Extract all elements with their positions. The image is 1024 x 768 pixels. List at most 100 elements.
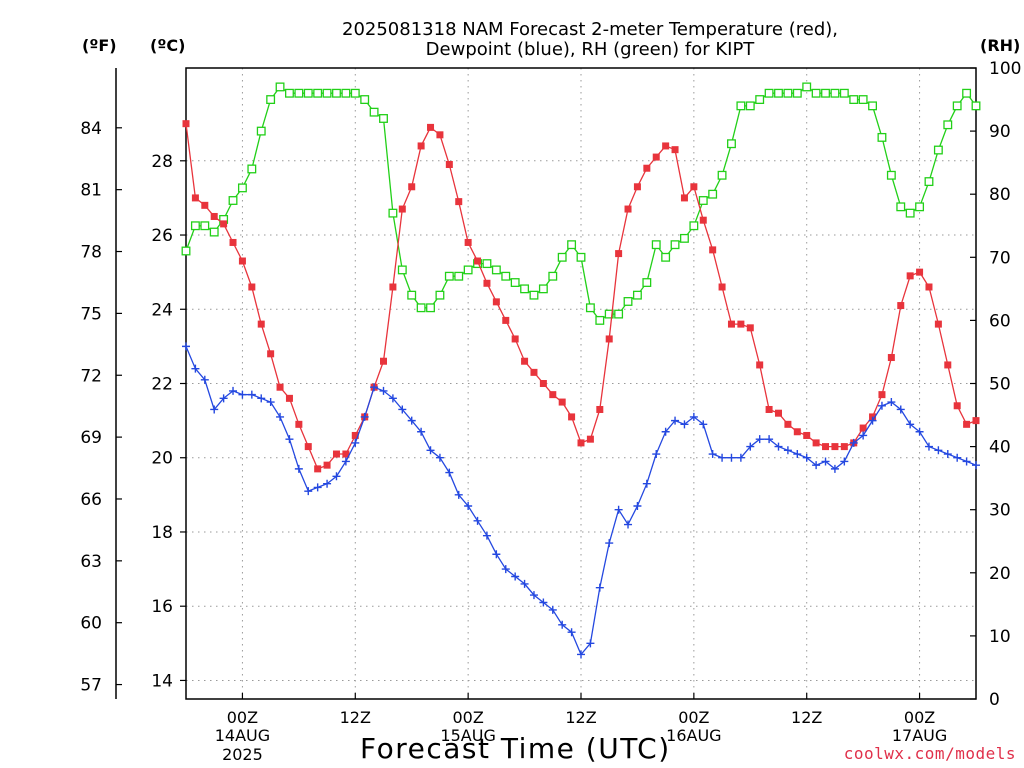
dewpoint-point: [304, 487, 313, 496]
axes: 14 16 18 20 22 24 26 28 57 60 63 66 69 72 75 78 81 84 0 10 2…: [80, 59, 1021, 764]
dewpoint-point: [887, 398, 896, 407]
dewpoint-point: [247, 390, 256, 399]
rh-tick-label: 90: [989, 122, 1011, 142]
temperature-point: [201, 201, 209, 209]
rh-point: [858, 95, 868, 104]
dewpoint-point: [906, 420, 915, 429]
dewpoint-point: [680, 420, 689, 429]
dewpoint-point: [661, 427, 670, 436]
rh-point: [745, 101, 755, 111]
dewpoint-point: [539, 598, 548, 607]
fahrenheit-tick-label: 75: [80, 304, 102, 324]
dewpoint-point: [586, 639, 595, 648]
dewpoint-point: [407, 416, 416, 425]
rh-point: [285, 88, 294, 98]
rh-point: [379, 114, 388, 123]
rh-point: [463, 265, 473, 275]
rh-point: [614, 309, 624, 319]
temperature-point: [417, 142, 425, 150]
x-tick-year-label: 2025: [222, 745, 263, 764]
temperature-point: [727, 320, 735, 328]
dewpoint-point: [492, 550, 501, 559]
rh-tick-label: 60: [989, 311, 1011, 331]
temperature-point: [963, 420, 971, 428]
dewpoint-point: [191, 364, 200, 373]
temperature-point: [295, 420, 303, 428]
temperature-point: [539, 380, 547, 387]
dewpoint-point: [642, 479, 651, 488]
series-dewpoint: [182, 342, 980, 659]
credit-link[interactable]: coolwx.com/models: [843, 744, 1016, 763]
dewpoint-point: [351, 438, 360, 447]
rh-point: [736, 101, 746, 111]
temperature-point: [267, 350, 275, 358]
dewpoint-point: [577, 650, 585, 659]
celsius-tick-label: 18: [151, 523, 173, 543]
x-tick-label: 00Z: [904, 708, 935, 727]
temperature-point: [709, 246, 717, 254]
dewpoint-point: [755, 435, 764, 444]
fahrenheit-tick-label: 66: [80, 490, 102, 510]
temperature-point: [859, 424, 867, 432]
x-tick-date-label: 15AUG: [440, 726, 495, 745]
plot-frame: [185, 67, 977, 700]
temperature-point: [398, 205, 406, 213]
dewpoint-point: [266, 398, 275, 407]
dewpoint-point: [238, 390, 247, 399]
rh-point: [595, 315, 605, 325]
rh-point: [332, 88, 341, 98]
temperature-point: [502, 316, 510, 324]
rh-point: [943, 120, 953, 130]
temperature-point: [577, 439, 585, 447]
celsius-tick-label: 20: [151, 449, 173, 469]
temperature-point: [803, 431, 811, 439]
temperature-point: [521, 357, 529, 365]
temperature-point: [737, 320, 745, 328]
celsius-tick-label: 14: [151, 671, 173, 691]
temperature-point: [624, 205, 632, 213]
rh-point: [557, 252, 567, 262]
rh-point: [670, 240, 680, 250]
dewpoint-point: [313, 483, 322, 492]
dewpoint-point: [699, 420, 708, 429]
dewpoint-point: [294, 464, 303, 473]
temperature-point: [511, 335, 519, 343]
rh-tick-label: 80: [989, 185, 1011, 205]
celsius-axis-label: (ºC): [150, 36, 186, 55]
rh-point: [792, 88, 802, 98]
dewpoint-point: [727, 453, 736, 462]
temperature-point: [229, 238, 237, 246]
temperature-point: [530, 368, 538, 376]
rh-point: [905, 208, 915, 218]
temperature-point: [831, 443, 839, 451]
rh-point: [962, 88, 972, 98]
temperature-point: [690, 183, 698, 191]
temperature-point: [314, 465, 322, 473]
temperature-point: [840, 443, 848, 451]
rh-tick-label: 10: [989, 627, 1011, 647]
temperature-point: [906, 272, 914, 280]
rh-point: [548, 271, 558, 281]
series-layer: [181, 82, 981, 659]
temperature-point: [897, 302, 905, 310]
dewpoint-point: [511, 572, 520, 581]
chart-title-line2: Dewpoint (blue), RH (green) for KIPT: [425, 39, 755, 60]
rh-point: [435, 290, 445, 300]
dewpoint-point: [360, 412, 369, 421]
rh-point: [849, 95, 859, 104]
rh-point: [426, 303, 435, 313]
rh-point: [529, 290, 539, 300]
temperature-point: [342, 450, 350, 458]
rh-point: [520, 284, 530, 294]
rh-point: [811, 88, 821, 98]
rh-point: [830, 88, 840, 98]
temperature-point: [427, 123, 435, 131]
rh-point: [538, 284, 548, 294]
dewpoint-point: [924, 442, 933, 451]
series-rh: [181, 82, 981, 325]
x-tick-label: 00Z: [227, 708, 258, 727]
rh-point: [642, 278, 652, 287]
fahrenheit-tick-label: 78: [80, 243, 102, 263]
fahrenheit-tick-label: 72: [80, 366, 102, 386]
dewpoint-point: [482, 531, 491, 540]
